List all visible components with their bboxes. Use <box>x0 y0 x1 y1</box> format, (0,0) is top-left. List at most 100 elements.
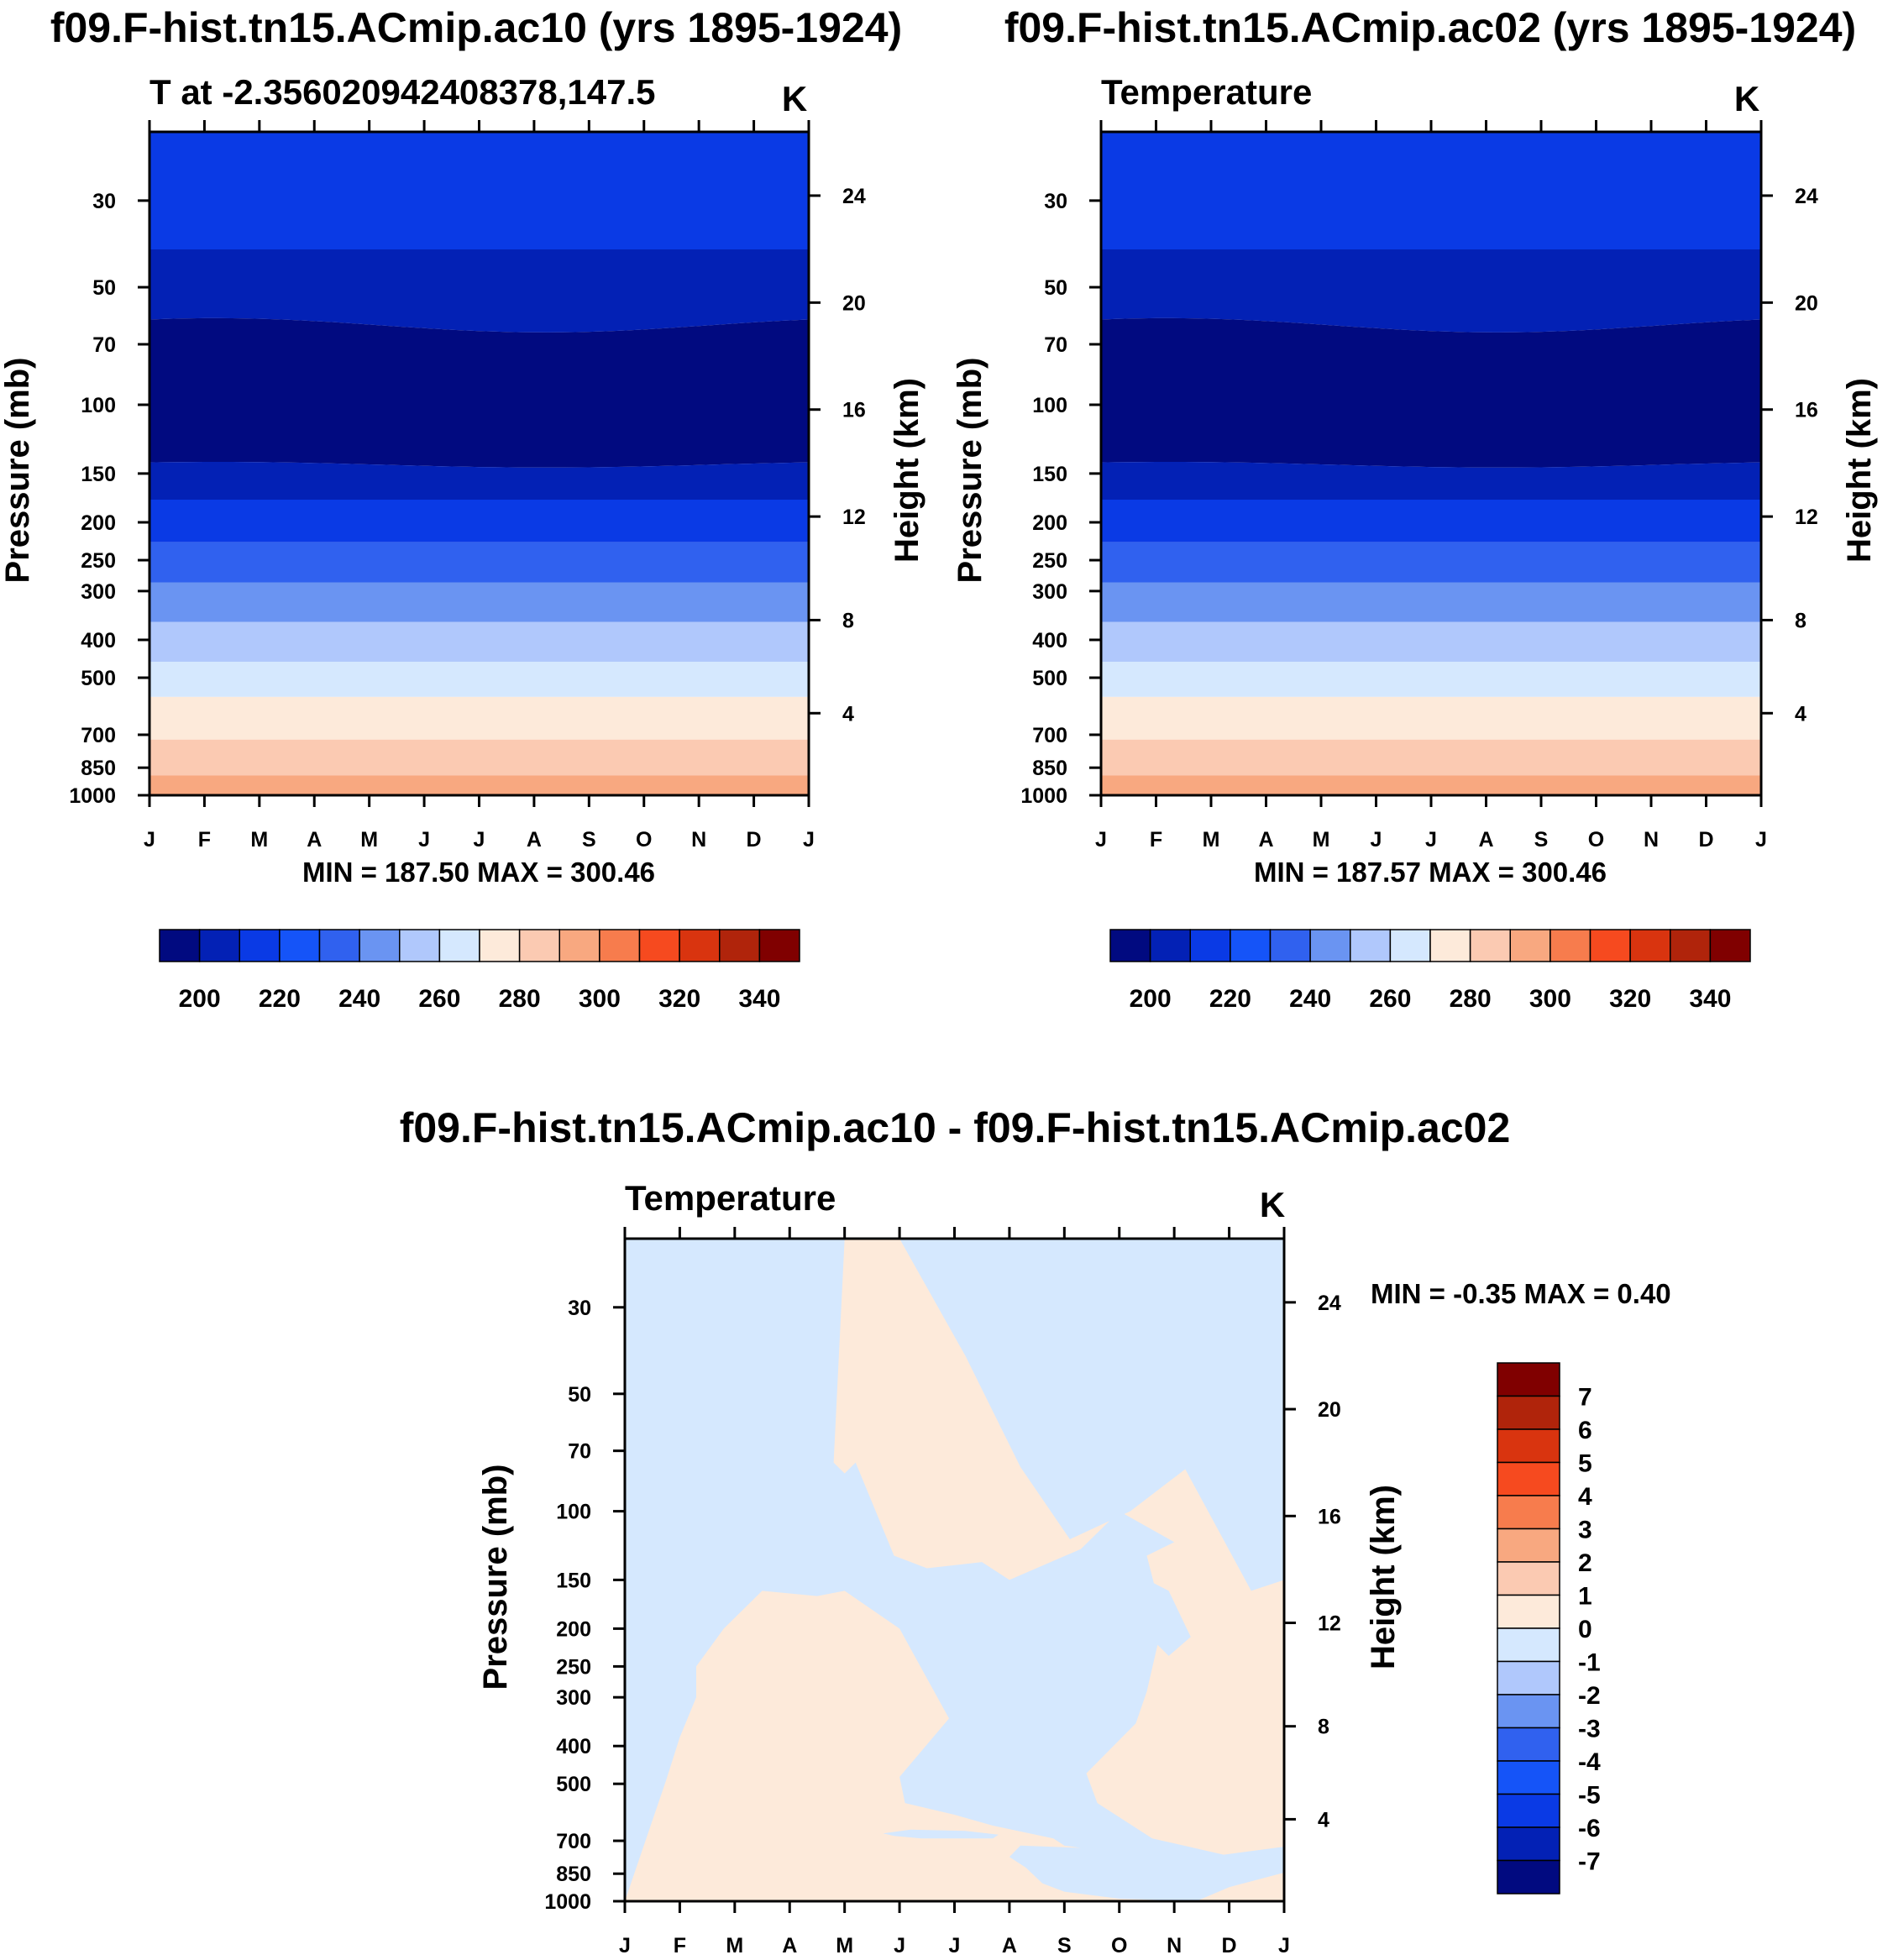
panel-title: f09.F-hist.tn15.ACmip.ac10 (yrs 1895-192… <box>50 4 902 51</box>
colorbar-swatch <box>1497 1528 1560 1563</box>
colorbar-swatch <box>399 929 441 962</box>
colorbar-swatch <box>1269 929 1311 962</box>
y2-tick-label: 12 <box>1795 506 1818 529</box>
colorbar-label: 260 <box>1369 985 1411 1013</box>
y-tick-label: 300 <box>81 580 116 604</box>
x-tick-label: M <box>1203 828 1220 852</box>
colorbar-swatch <box>1429 929 1471 962</box>
y-axis-label: Pressure (mb) <box>477 1465 514 1690</box>
y-tick-label: 150 <box>81 463 116 486</box>
contour-band <box>1101 317 1761 468</box>
colorbar-swatch <box>1109 929 1151 962</box>
colorbar-swatch <box>518 929 560 962</box>
contour-band <box>1101 500 1761 542</box>
panel-subtitle: T at -2.356020942408378,147.5 <box>149 72 656 112</box>
x-tick-label: A <box>307 828 322 852</box>
colorbar-label: 320 <box>1609 985 1651 1013</box>
y-axis-label: Pressure (mb) <box>952 358 988 584</box>
x-tick-label: M <box>836 1934 853 1957</box>
x-tick-label: A <box>782 1934 797 1957</box>
y-tick-label: 50 <box>92 276 116 300</box>
colorbar-swatch <box>438 929 480 962</box>
colorbar-label: 280 <box>1450 985 1492 1013</box>
y-tick-label: 100 <box>81 394 116 417</box>
contour-band <box>1101 132 1761 249</box>
y-tick-label: 850 <box>556 1863 591 1886</box>
y-tick-label: 850 <box>1032 757 1067 780</box>
x-tick-label: S <box>1534 828 1549 852</box>
units-label: K <box>782 79 807 118</box>
panel-top-left: f09.F-hist.tn15.ACmip.ac10 (yrs 1895-192… <box>0 4 926 888</box>
contour-band <box>149 462 809 500</box>
colorbar-label: 0 <box>1578 1616 1592 1643</box>
colorbar-swatch <box>1497 1826 1560 1862</box>
contour-band <box>1101 696 1761 740</box>
y-tick-label: 500 <box>556 1773 591 1796</box>
colorbar-label: 2 <box>1578 1549 1592 1577</box>
colorbar-label: 300 <box>1529 985 1571 1013</box>
colorbar-label: 5 <box>1578 1450 1592 1478</box>
x-tick-label: M <box>726 1934 743 1957</box>
x-tick-label: A <box>1258 828 1273 852</box>
colorbar-label: -5 <box>1578 1782 1601 1810</box>
x-tick-label: J <box>418 828 430 852</box>
colorbar-swatch <box>1497 1859 1560 1894</box>
colorbar-swatch <box>1497 1594 1560 1629</box>
y2-tick-label: 12 <box>842 506 866 529</box>
contour-band <box>149 582 809 622</box>
y2-axis-label: Height (km) <box>889 378 926 563</box>
colorbar-label: -7 <box>1578 1848 1601 1876</box>
panel-title: f09.F-hist.tn15.ACmip.ac10 - f09.F-hist.… <box>400 1104 1511 1151</box>
y-tick-label: 1000 <box>1020 784 1067 808</box>
y-tick-label: 400 <box>556 1735 591 1758</box>
colorbar-swatch <box>1497 1727 1560 1762</box>
contour-band <box>1101 621 1761 662</box>
x-tick-label: J <box>1371 828 1382 852</box>
y2-tick-label: 8 <box>1795 609 1806 632</box>
y-tick-label: 250 <box>81 549 116 573</box>
x-tick-label: M <box>250 828 268 852</box>
y-tick-label: 100 <box>556 1501 591 1524</box>
colorbar-label: -1 <box>1578 1649 1601 1677</box>
contour-band <box>149 542 809 583</box>
colorbar-swatch <box>1149 929 1191 962</box>
colorbar-swatch <box>1389 929 1431 962</box>
contour-area: J F M A M J J A S O N D J 30 50 70 100 150 200 250 300 400 500… <box>69 120 866 852</box>
colorbar-swatch <box>159 929 201 962</box>
x-tick-label: O <box>1588 828 1604 852</box>
y-tick-label: 850 <box>81 757 116 780</box>
colorbar-label: 260 <box>418 985 460 1013</box>
y-tick-label: 70 <box>568 1440 591 1464</box>
contour-band <box>149 500 809 542</box>
y-tick-label: 400 <box>81 629 116 652</box>
colorbar-swatch <box>1469 929 1511 962</box>
x-tick-label: J <box>144 828 155 852</box>
x-tick-label: J <box>619 1934 631 1957</box>
colorbar-swatch <box>1589 929 1631 962</box>
contour-region-negative <box>1075 1562 1191 1656</box>
x-tick-label: N <box>691 828 706 852</box>
panel-subtitle: Temperature <box>1101 72 1312 112</box>
colorbar-swatch <box>1230 929 1272 962</box>
colorbar-swatch <box>1497 1694 1560 1729</box>
y-tick-label: 300 <box>1032 580 1067 604</box>
min-max-label: MIN = 187.57 MAX = 300.46 <box>1254 857 1607 888</box>
y-tick-label: 700 <box>1032 724 1067 747</box>
contour-band <box>1101 582 1761 622</box>
contour-band <box>149 696 809 740</box>
colorbar-swatch <box>479 929 521 962</box>
y-axis-label: Pressure (mb) <box>0 358 36 584</box>
colorbar-swatch <box>198 929 240 962</box>
y-tick-label: 100 <box>1032 394 1067 417</box>
y-tick-label: 250 <box>556 1655 591 1679</box>
colorbar-label: -2 <box>1578 1682 1601 1710</box>
colorbar-swatch <box>318 929 360 962</box>
contour-band <box>149 249 809 333</box>
min-max-label: MIN = -0.35 MAX = 0.40 <box>1371 1278 1671 1309</box>
y2-tick-label: 8 <box>842 609 854 632</box>
contour-band <box>149 317 809 468</box>
y-tick-label: 70 <box>92 333 116 357</box>
y-tick-label: 30 <box>92 190 116 213</box>
colorbar-swatch <box>1497 1793 1560 1828</box>
